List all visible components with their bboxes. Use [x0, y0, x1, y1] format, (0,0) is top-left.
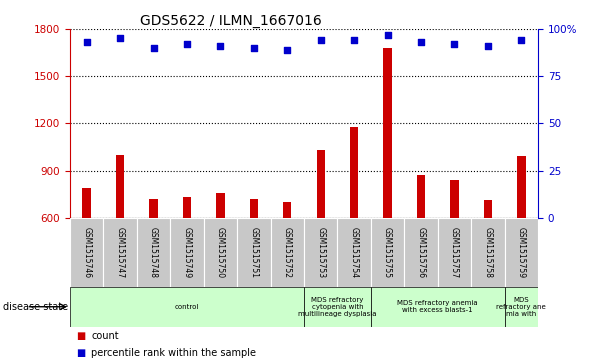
Bar: [204, 218, 237, 287]
Text: GSM1515756: GSM1515756: [416, 227, 426, 278]
Bar: [304, 287, 371, 327]
Bar: [417, 175, 425, 312]
Point: [182, 41, 192, 47]
Point: [148, 45, 158, 51]
Point: [316, 37, 326, 43]
Point: [215, 43, 225, 49]
Point: [282, 47, 292, 53]
Bar: [70, 218, 103, 287]
Bar: [317, 150, 325, 312]
Bar: [271, 218, 304, 287]
Text: count: count: [91, 331, 119, 342]
Bar: [384, 48, 392, 312]
Text: GSM1515753: GSM1515753: [316, 227, 325, 278]
Bar: [150, 199, 157, 312]
Bar: [116, 155, 124, 312]
Bar: [70, 287, 304, 327]
Bar: [484, 200, 492, 312]
Point: [249, 45, 259, 51]
Point: [449, 41, 460, 47]
Point: [517, 37, 527, 43]
Bar: [170, 218, 204, 287]
Text: control: control: [174, 304, 199, 310]
Bar: [505, 218, 538, 287]
Bar: [103, 218, 137, 287]
Point: [483, 43, 493, 49]
Text: GSM1515751: GSM1515751: [249, 227, 258, 278]
Bar: [216, 193, 224, 312]
Bar: [250, 199, 258, 312]
Bar: [371, 218, 404, 287]
Text: GSM1515748: GSM1515748: [149, 227, 158, 278]
Text: MDS refractory anemia
with excess blasts-1: MDS refractory anemia with excess blasts…: [398, 300, 478, 313]
Text: GSM1515752: GSM1515752: [283, 227, 292, 278]
Text: disease state: disease state: [3, 302, 68, 312]
Bar: [337, 218, 371, 287]
Text: GSM1515754: GSM1515754: [350, 227, 359, 278]
Text: MDS
refractory ane
mia with: MDS refractory ane mia with: [497, 297, 546, 317]
Bar: [283, 202, 291, 312]
Text: ■: ■: [76, 331, 85, 342]
Bar: [371, 287, 505, 327]
Bar: [237, 218, 271, 287]
Point: [383, 32, 393, 38]
Bar: [304, 218, 337, 287]
Text: GDS5622 / ILMN_1667016: GDS5622 / ILMN_1667016: [140, 14, 322, 28]
Point: [115, 36, 125, 41]
Bar: [438, 218, 471, 287]
Text: ■: ■: [76, 348, 85, 358]
Bar: [83, 188, 91, 312]
Bar: [451, 180, 458, 312]
Point: [81, 39, 91, 45]
Text: GSM1515755: GSM1515755: [383, 227, 392, 278]
Text: percentile rank within the sample: percentile rank within the sample: [91, 348, 256, 358]
Bar: [404, 218, 438, 287]
Text: GSM1515750: GSM1515750: [216, 227, 225, 278]
Text: GSM1515759: GSM1515759: [517, 227, 526, 278]
Bar: [517, 156, 525, 312]
Point: [349, 37, 359, 43]
Text: GSM1515758: GSM1515758: [483, 227, 492, 278]
Bar: [137, 218, 170, 287]
Text: GSM1515746: GSM1515746: [82, 227, 91, 278]
Bar: [471, 218, 505, 287]
Text: GSM1515749: GSM1515749: [182, 227, 192, 278]
Text: GSM1515747: GSM1515747: [116, 227, 125, 278]
Bar: [350, 127, 358, 312]
Text: MDS refractory
cytopenia with
multilineage dysplasia: MDS refractory cytopenia with multilinea…: [298, 297, 377, 317]
Bar: [505, 287, 538, 327]
Point: [416, 39, 426, 45]
Text: GSM1515757: GSM1515757: [450, 227, 459, 278]
Bar: [183, 197, 191, 312]
